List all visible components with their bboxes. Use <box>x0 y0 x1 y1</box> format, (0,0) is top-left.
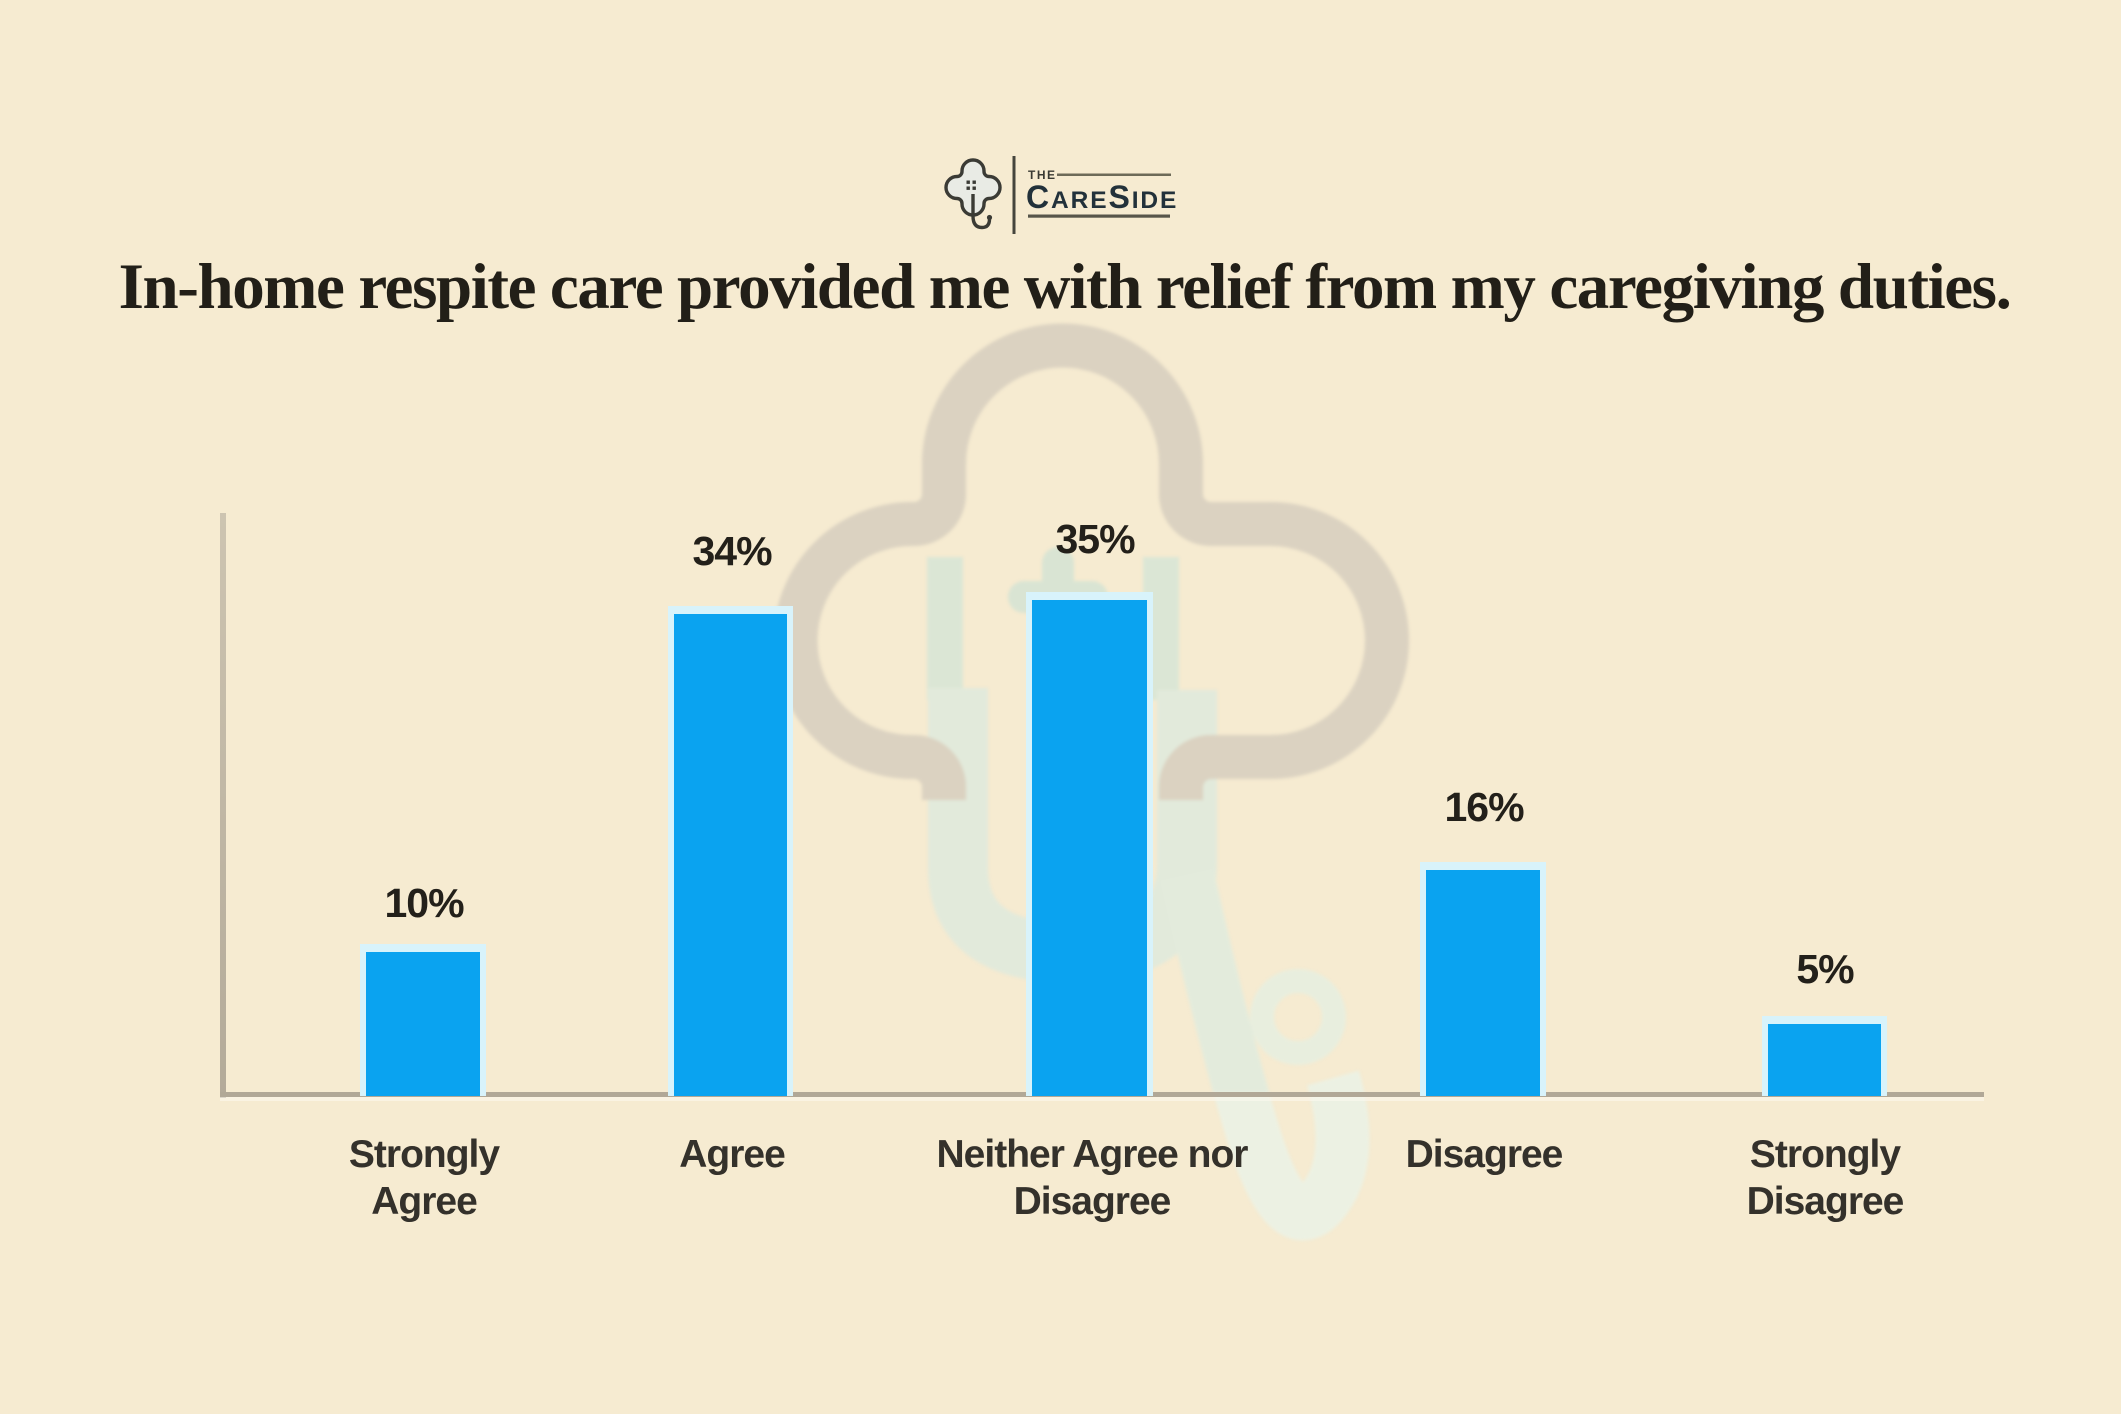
svg-text:THE: THE <box>1028 168 1057 182</box>
svg-text:CARESIDE: CARESIDE <box>1026 179 1178 215</box>
